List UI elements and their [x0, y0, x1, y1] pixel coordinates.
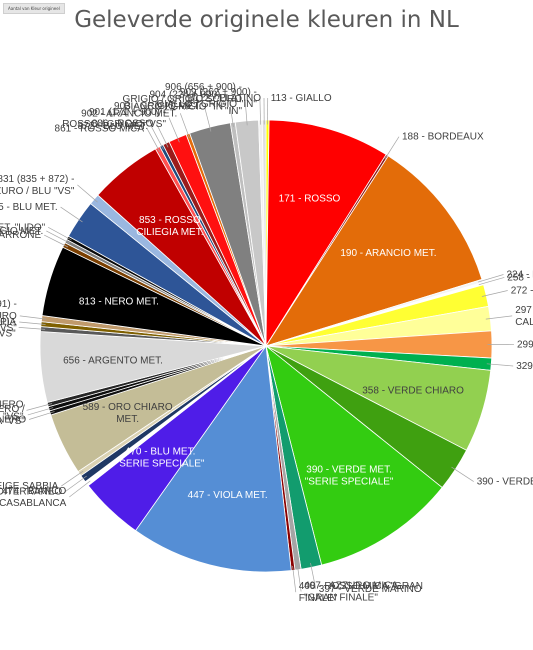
- slice-label-831-835-872-azzuro-blu-vs: 831 (835 + 872) -AZZURO / BLU "VS": [0, 174, 75, 197]
- slice-label-358-verde-chiaro: 358 - VERDE CHIARO: [362, 386, 464, 397]
- slice-label-474-bianco-casablanca: 474 - BIANCO CASABLANCA: [0, 486, 67, 509]
- leader-line-272-giallo-cromo: [481, 290, 508, 297]
- pie-slice-171-rosso: [265, 119, 387, 348]
- leader-line-809-grigio-met: [46, 230, 70, 244]
- leader-line-601-866-nero-sabbia-vs: [27, 407, 54, 416]
- slice-label-487-blu-mediterraneo: 487 - BLU MEDITERRANEO: [0, 487, 62, 498]
- leader-line-561-beige-sabbia: [61, 470, 84, 487]
- slice-label-589-oro-chiaro-met: 589 - ORO CHIARO MET.: [83, 402, 173, 425]
- leader-line-909-262-900-giallo-grigio-in: [259, 98, 261, 125]
- pivot-field-button[interactable]: Aantal van Kleur origineel: [3, 3, 65, 14]
- leader-line-835-blu-met: [60, 206, 83, 223]
- leader-line-390-verde-met: [451, 466, 474, 482]
- leader-line-861-rosso-mica: [146, 128, 161, 152]
- slice-label-853-rosso-ciliegia-met: 853 - ROSSO CILIEGIA MET.: [136, 215, 203, 238]
- slice-label-902-arancio-met: 902 - ARANCIO MET.: [81, 108, 177, 119]
- slice-label-601-866-nero-sabbia-vs: 601 + 866 - NERO /SABBIA "VS": [0, 404, 25, 427]
- leader-line-487-blu-mediterraneo: [64, 475, 87, 492]
- leader-line-601-nero: [28, 411, 55, 420]
- leader-line-224-bianco-corfu: [477, 274, 504, 283]
- leader-line-408-rosso-mica-gran-finale: [292, 565, 297, 593]
- slice-label-813-nero-met: 813 - NERO MET.: [79, 297, 159, 308]
- chart-title: Geleverde originele kleuren in NL: [74, 7, 459, 33]
- slice-label-447-viola-met: 447 - VIOLA MET.: [188, 490, 268, 501]
- slice-label-470-blu-met-serie-speciale: 470 - BLU MET. "SERIE SPECIALE": [116, 446, 205, 469]
- slice-labels: 113 - GIALLO 171 - ROSSO 188 - BORDEAUX 190…: [0, 82, 533, 604]
- slice-label-872-blu-met: 872 - BLU MET.: [78, 121, 149, 132]
- leader-line-902-arancio-met: [179, 113, 190, 139]
- leader-line-188-bordeaux: [384, 136, 400, 160]
- slice-label-656-argento-met: 656 - ARGENTO MET.: [63, 356, 163, 367]
- leader-line-872-blu-met: [150, 126, 164, 150]
- slice-label-601-nero: 601 - NERO: [0, 415, 26, 426]
- slice-label-835-blu-met: 835 - BLU MET.: [0, 202, 58, 213]
- slice-label-790-866-791-sabbia-marrone-scuro-vs: 790 (866 + 791) -SABBIA / MARRONE SCURO"…: [0, 299, 17, 334]
- leader-line-474-bianco-casablanca: [69, 480, 91, 498]
- leader-line-799-marrone: [44, 234, 69, 248]
- leader-line-886-rosso: [156, 123, 169, 148]
- slice-label-904-224-900-bianco-grigio-in: 904 (224 + 900) -BIANCO / GRIGIO "IN": [124, 90, 227, 113]
- slice-label-799-marrone: 799 - MARRONE: [0, 230, 42, 241]
- leader-line-329-verde-medio: [486, 363, 514, 367]
- leader-lines: [18, 97, 515, 593]
- slice-label-329-verde-medio: 329 - VERDE MEDIO: [516, 361, 533, 372]
- pie-slices: [39, 119, 493, 573]
- slice-label-408-rosso-mica-gran-finale: 408 - ROSSO MICA "GRAN FINALE": [299, 581, 423, 604]
- slice-label-886-rosso: 886 - ROSSO: [92, 119, 154, 130]
- slice-label-601-601-601-nero-nero-vs: 601 (601 + 601) - NERONERO "VS": [0, 399, 24, 422]
- leader-line-297-giallo-california: [485, 315, 513, 320]
- slice-label-299-giallo-sole: 299 - GIALLO SOLE: [517, 339, 533, 350]
- slice-label-407-azzuro-mica-gran-finale: 407 - AZZURO MICA "GRAN FINALE": [304, 581, 398, 604]
- slice-label-171-rosso: 171 - ROSSO: [279, 194, 341, 205]
- slice-label-272-giallo-cromo: 272 - GIALLO CROMO: [511, 286, 533, 297]
- leader-line-813-nero-met-lido: [48, 226, 72, 241]
- pie-slice-390-verde-met-serie-speciale: [265, 344, 443, 566]
- slice-label-809-grigio-met: 809 - GRIGIO MET.: [0, 226, 43, 237]
- leader-line-790-866-791-sabbia-marrone-scuro-vs: [19, 315, 47, 320]
- leader-line-761-marrone-seppia: [19, 321, 46, 325]
- slice-label-906-656-900-grigio-grigio-scuro-in: 906 (656 + 900) -GRIGIO / GRIGIO SCURO "I…: [123, 82, 243, 117]
- leader-line-706-809-601-grigio-nero-vs: [18, 327, 46, 330]
- slice-label-188-bordeaux: 188 - BORDEAUX: [402, 132, 484, 143]
- slice-label-561-beige-sabbia: 561 - BEIGE SABBIA: [0, 481, 59, 492]
- leader-line-831-835-872-azzuro-blu-vs: [77, 184, 98, 203]
- leader-line-407-azzuro-mica-gran-finale: [297, 565, 302, 592]
- slice-label-861-rosso-mica: 861 - ROSSO MICA: [55, 123, 145, 134]
- slice-label-113-giallo: 113 - GIALLO: [271, 93, 332, 104]
- slice-label-190-arancio-met: 190 - ARANCIO MET.: [340, 248, 436, 259]
- leader-line-901-171-900-rosso-grigio-vs: [168, 117, 180, 143]
- leader-line-397-verde-marino: [310, 562, 317, 589]
- leader-line-601-601-601-nero-nero-vs: [26, 403, 53, 411]
- leader-line-903-grigio-met: [203, 105, 212, 132]
- slice-label-706-809-601-grigio-nero-vs: 706 (809 + 601) -GRIGIO / NERO "VS": [0, 316, 16, 339]
- slice-label-909-262-900-giallo-grigio-in: 909 (262 + 900) -GIALLO / GRIGIO "IN": [156, 87, 257, 110]
- slice-label-901-171-900-rosso-grigio-vs: 901 (171 + 900) -ROSSO / GRIGIO "VS": [62, 107, 166, 130]
- slice-label-224-bianco-corfu: 224 - BIANCO CORFU: [507, 270, 533, 281]
- pie-slice-190-arancio-met: [265, 155, 483, 347]
- slice-label-390-verde-met-serie-speciale: 390 - VERDE MET. "SERIE SPECIALE": [305, 464, 394, 487]
- slice-label-813-nero-met-lido: 813 - NERO MET. "LIDO": [0, 222, 46, 233]
- slice-label-b112-platino: B112 - PLATINO: [187, 93, 261, 104]
- pie-slice-447-viola-met: [135, 344, 292, 573]
- slice-label-297-giallo-california: 297 - GIALLOCALIFORNIA: [515, 305, 533, 328]
- slice-label-903-grigio-met: 903 - GRIGIO MET.: [114, 101, 201, 112]
- leader-line-904-224-900-bianco-grigio-in: [229, 100, 234, 127]
- slice-label-390-verde-met: 390 - VERDE MET.: [477, 477, 533, 488]
- slice-label-761-marrone-seppia: 761 - MARRONE SEPPIA: [0, 317, 17, 328]
- leader-line-906-656-900-grigio-grigio-scuro-in: [244, 98, 248, 126]
- leader-line-258-bianco-espada: [478, 277, 505, 286]
- slice-label-258-bianco-espada: 258 - BIANCO ESPADA: [507, 272, 533, 283]
- slice-label-397-verde-marino: 397 - VERDE MARINO: [319, 584, 422, 595]
